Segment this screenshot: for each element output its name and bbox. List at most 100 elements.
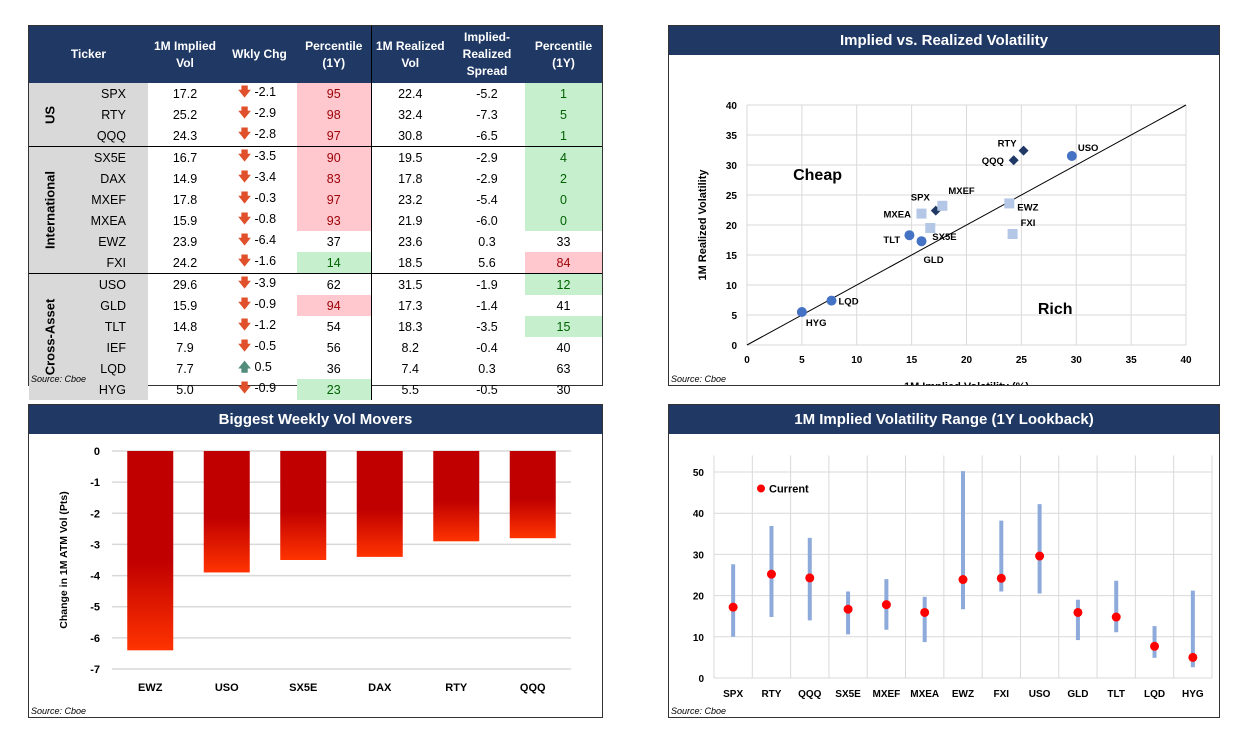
table-row: Cross-Asset USO 29.6 🡇 -3.9 62 31.5 -1.9 12 xyxy=(29,273,602,400)
bar-title: Biggest Weekly Vol Movers xyxy=(29,405,602,434)
x-tick-label: USO xyxy=(1029,689,1051,700)
realized-vol-cell: 18.3 xyxy=(370,316,449,337)
implied-vol-cell: 25.2 xyxy=(172,107,198,122)
realized-vol-cell: 8.2 xyxy=(370,337,449,358)
weekly-change-cell: 🡇 -0.5 xyxy=(222,337,297,358)
y-tick-label: -5 xyxy=(90,602,100,614)
group-label: International xyxy=(29,146,71,274)
arrow-down-icon: 🡇 xyxy=(238,381,251,395)
y-axis-label: Change in 1M ATM Vol (Pts) xyxy=(58,491,70,628)
implied-vol-cell: 7.7 xyxy=(176,361,194,376)
spread-cell: 5.6 xyxy=(478,255,496,270)
spread-percentile-cell: 15 xyxy=(525,316,602,337)
range-title: 1M Implied Volatility Range (1Y Lookback… xyxy=(669,405,1219,434)
current-point-spx xyxy=(728,602,738,612)
x-tick-label: 5 xyxy=(799,355,805,366)
table-row: HYG 5.0 🡇 -0.9 23 5.5 -0.5 30 xyxy=(29,379,602,400)
x-tick-label: 40 xyxy=(1180,355,1192,366)
y-tick-label: 40 xyxy=(726,101,738,112)
point-label: MXEA xyxy=(884,210,912,221)
legend-label: Current xyxy=(769,483,809,495)
header-percentile: Percentile (1Y) xyxy=(297,26,371,83)
reference-line xyxy=(746,104,1187,346)
arrow-down-icon: 🡇 xyxy=(238,149,251,163)
percentile-cell: 93 xyxy=(297,210,371,231)
percentile-cell: 98 xyxy=(297,104,371,125)
spread-cell: -6.5 xyxy=(476,128,498,143)
implied-vol-cell: 17.2 xyxy=(172,86,198,101)
x-tick-label: 25 xyxy=(1016,355,1028,366)
realized-vol-cell: 19.5 xyxy=(370,146,449,168)
header-implied-vol: 1M Implied Vol xyxy=(148,26,222,83)
weekly-change-cell: 🡇 -3.5 xyxy=(222,146,297,168)
ticker-cell: DAX xyxy=(71,168,148,189)
current-point-lqd xyxy=(1150,641,1160,651)
y-tick-label: 35 xyxy=(726,131,738,142)
spread-percentile-cell: 4 xyxy=(525,146,602,168)
arrow-down-icon: 🡇 xyxy=(238,106,251,120)
vol-table: Ticker 1M Implied Vol Wkly Chg Percentil… xyxy=(29,26,602,400)
realized-vol-cell: 32.4 xyxy=(370,104,449,125)
x-tick-label: EWZ xyxy=(138,682,163,694)
scatter-title: Implied vs. Realized Volatility xyxy=(669,26,1219,55)
data-point-rty xyxy=(1018,145,1029,156)
implied-vol-cell: 17.8 xyxy=(172,192,198,207)
arrow-down-icon: 🡇 xyxy=(238,318,251,332)
percentile-cell: 83 xyxy=(297,168,371,189)
x-tick-label: 15 xyxy=(906,355,918,366)
table-row: MXEF 17.8 🡇 -0.3 97 23.2 -5.4 0 xyxy=(29,189,602,210)
spread-cell: -3.5 xyxy=(476,319,498,334)
ticker-cell: RTY xyxy=(71,104,148,125)
y-tick-label: 0 xyxy=(731,341,737,352)
arrow-down-icon: 🡇 xyxy=(238,254,251,268)
spread-cell: -6.0 xyxy=(476,213,498,228)
group-label: Cross-Asset xyxy=(29,273,71,400)
percentile-cell: 97 xyxy=(297,189,371,210)
arrow-down-icon: 🡇 xyxy=(238,212,251,226)
annotation-rich: Rich xyxy=(1038,301,1073,318)
ticker-cell: MXEA xyxy=(71,210,148,231)
x-tick-label: QQQ xyxy=(520,682,546,694)
implied-vol-cell: 15.9 xyxy=(172,213,198,228)
current-point-ewz xyxy=(958,575,968,585)
bar-uso xyxy=(203,451,250,573)
x-tick-label: EWZ xyxy=(952,689,974,700)
table-row: RTY 25.2 🡇 -2.9 98 32.4 -7.3 5 xyxy=(29,104,602,125)
arrow-down-icon: 🡇 xyxy=(238,191,251,205)
implied-vol-cell: 23.9 xyxy=(172,234,198,249)
table-row: QQQ 24.3 🡇 -2.8 97 30.8 -6.5 1 xyxy=(29,125,602,147)
y-tick-label: 40 xyxy=(693,509,705,520)
data-point-mxea xyxy=(916,208,927,219)
ticker-cell: FXI xyxy=(71,252,148,274)
point-label: GLD xyxy=(924,255,944,266)
data-point-gld xyxy=(916,236,927,247)
point-label: EWZ xyxy=(1017,202,1038,213)
point-label: FXI xyxy=(1021,218,1036,229)
source-note: Source: Cboe xyxy=(671,374,727,384)
current-point-gld xyxy=(1073,607,1083,617)
spread-percentile-cell: 30 xyxy=(556,382,571,397)
ticker-cell: QQQ xyxy=(71,125,148,147)
header-wkly-chg: Wkly Chg xyxy=(222,26,297,83)
arrow-down-icon: 🡇 xyxy=(238,127,251,141)
percentile-cell: 14 xyxy=(297,252,371,274)
percentile-cell: 90 xyxy=(297,146,371,168)
implied-vol-cell: 14.9 xyxy=(172,171,198,186)
arrow-down-icon: 🡇 xyxy=(238,85,251,99)
percentile-cell: 36 xyxy=(326,361,341,376)
percentile-cell: 94 xyxy=(297,295,371,316)
weekly-change-cell: 🡇 -0.9 xyxy=(222,379,297,400)
y-tick-label: 5 xyxy=(731,311,737,322)
y-tick-label: -3 xyxy=(90,539,100,551)
weekly-change-cell: 🡇 -0.8 xyxy=(222,210,297,231)
table-row: MXEA 15.9 🡇 -0.8 93 21.9 -6.0 0 xyxy=(29,210,602,231)
arrow-down-icon: 🡇 xyxy=(238,297,251,311)
point-label: SPX xyxy=(911,193,931,204)
table-row: IEF 7.9 🡇 -0.5 56 8.2 -0.4 40 xyxy=(29,337,602,358)
range-panel: 1M Implied Volatility Range (1Y Lookback… xyxy=(668,404,1220,718)
current-point-qqq xyxy=(805,573,815,583)
realized-vol-cell: 7.4 xyxy=(370,358,449,379)
weekly-change-cell: 🡇 -1.6 xyxy=(222,252,297,274)
scatter-panel: Implied vs. Realized Volatility 0 5 10 15 20… xyxy=(668,25,1220,393)
realized-vol-cell: 17.3 xyxy=(370,295,449,316)
